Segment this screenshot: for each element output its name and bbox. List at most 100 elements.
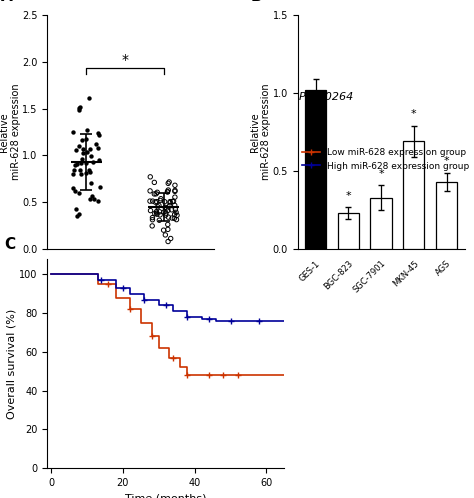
Point [166,202,173,210]
Point [146,187,154,195]
Point [69,184,76,192]
Text: C: C [5,237,16,251]
Point [153,198,160,206]
Point [71,187,79,195]
Bar [305,90,326,249]
Point [94,197,102,205]
Point [165,178,173,186]
Bar [371,198,392,249]
Point [173,216,180,224]
Point [79,149,86,157]
Point [87,179,95,187]
Point [82,169,90,177]
Point [173,211,181,219]
Point [146,197,154,205]
Point [75,189,82,197]
Point [86,145,94,153]
Y-axis label: Overall survival (%): Overall survival (%) [7,308,17,419]
Point [164,221,172,229]
Point [151,178,158,186]
Point [147,207,155,215]
Point [164,226,172,234]
Legend: Low miR-628 expression group, High miR-628 expression group: Low miR-628 expression group, High miR-6… [299,144,473,174]
Point [173,208,180,216]
Y-axis label: Relative
miR-628 expression: Relative miR-628 expression [0,84,21,180]
Point [85,94,92,102]
Point [151,190,158,198]
Text: B: B [251,0,263,4]
Point [156,208,164,216]
Point [73,160,81,168]
Point [157,195,164,203]
Point [164,186,172,194]
Point [153,210,161,218]
Point [166,199,174,207]
Point [154,188,161,196]
Point [167,235,174,243]
Point [171,186,179,194]
Point [149,214,156,222]
Point [162,209,170,217]
Text: *: * [411,110,417,120]
Point [171,214,178,222]
Point [149,197,156,205]
Point [164,213,172,221]
Point [79,136,86,144]
Point [70,127,77,135]
Point [87,152,95,160]
Point [86,195,94,203]
Point [88,192,95,200]
Point [156,211,164,219]
Point [79,145,87,153]
Point [72,161,79,169]
Point [168,214,176,222]
Point [161,198,168,206]
Point [92,140,100,148]
Point [82,134,90,142]
Point [75,211,83,219]
Point [164,188,171,196]
Point [155,201,163,209]
Text: A: A [0,0,12,4]
Point [75,106,82,114]
Point [83,148,91,156]
Text: *: * [444,156,449,166]
Point [86,168,94,176]
Point [70,170,77,178]
Point [160,226,167,234]
Bar [338,213,359,249]
Point [75,142,83,150]
Y-axis label: Relative
miR-628 expression: Relative miR-628 expression [250,84,271,180]
Point [153,208,160,216]
Point [171,181,179,189]
Point [171,193,179,201]
Point [78,155,85,163]
Point [155,216,163,224]
Point [172,206,179,214]
Point [77,159,84,167]
Point [156,196,164,204]
Point [164,179,172,187]
Point [95,128,102,136]
Point [95,131,103,139]
Text: *: * [346,191,351,201]
Text: *: * [378,169,384,179]
Point [96,156,103,164]
Point [152,190,160,198]
Point [73,205,80,213]
Point [171,187,179,195]
Point [76,103,84,111]
Point [163,204,171,212]
X-axis label: Time (months): Time (months) [125,494,207,498]
Point [73,212,81,220]
Bar [436,182,457,249]
Point [162,211,170,219]
Point [170,197,177,205]
Point [83,126,91,134]
Point [96,183,103,191]
Point [164,238,172,246]
Point [146,173,154,181]
Point [148,222,156,230]
Point [161,204,169,212]
Point [160,208,168,216]
